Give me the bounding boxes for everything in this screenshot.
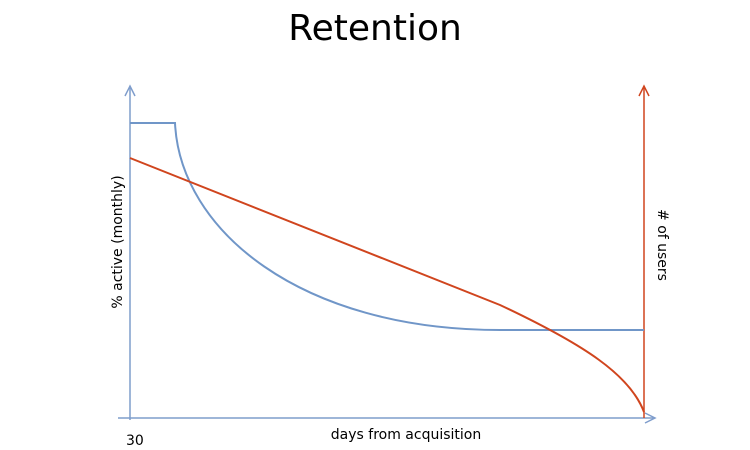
y2-axis-arrow: [638, 84, 650, 97]
retention-curve: [130, 122, 644, 331]
title: Retention: [288, 8, 462, 49]
y2-axis-label: # of users: [654, 209, 670, 281]
y-axis-label: % active (monthly): [110, 175, 126, 308]
x-axis-label: days from acquisition: [331, 427, 481, 443]
x-start-label: 30: [126, 433, 144, 449]
x-axis-arrow: [644, 412, 657, 424]
y-axis-arrow: [124, 84, 136, 97]
users-curve: [129, 157, 645, 413]
